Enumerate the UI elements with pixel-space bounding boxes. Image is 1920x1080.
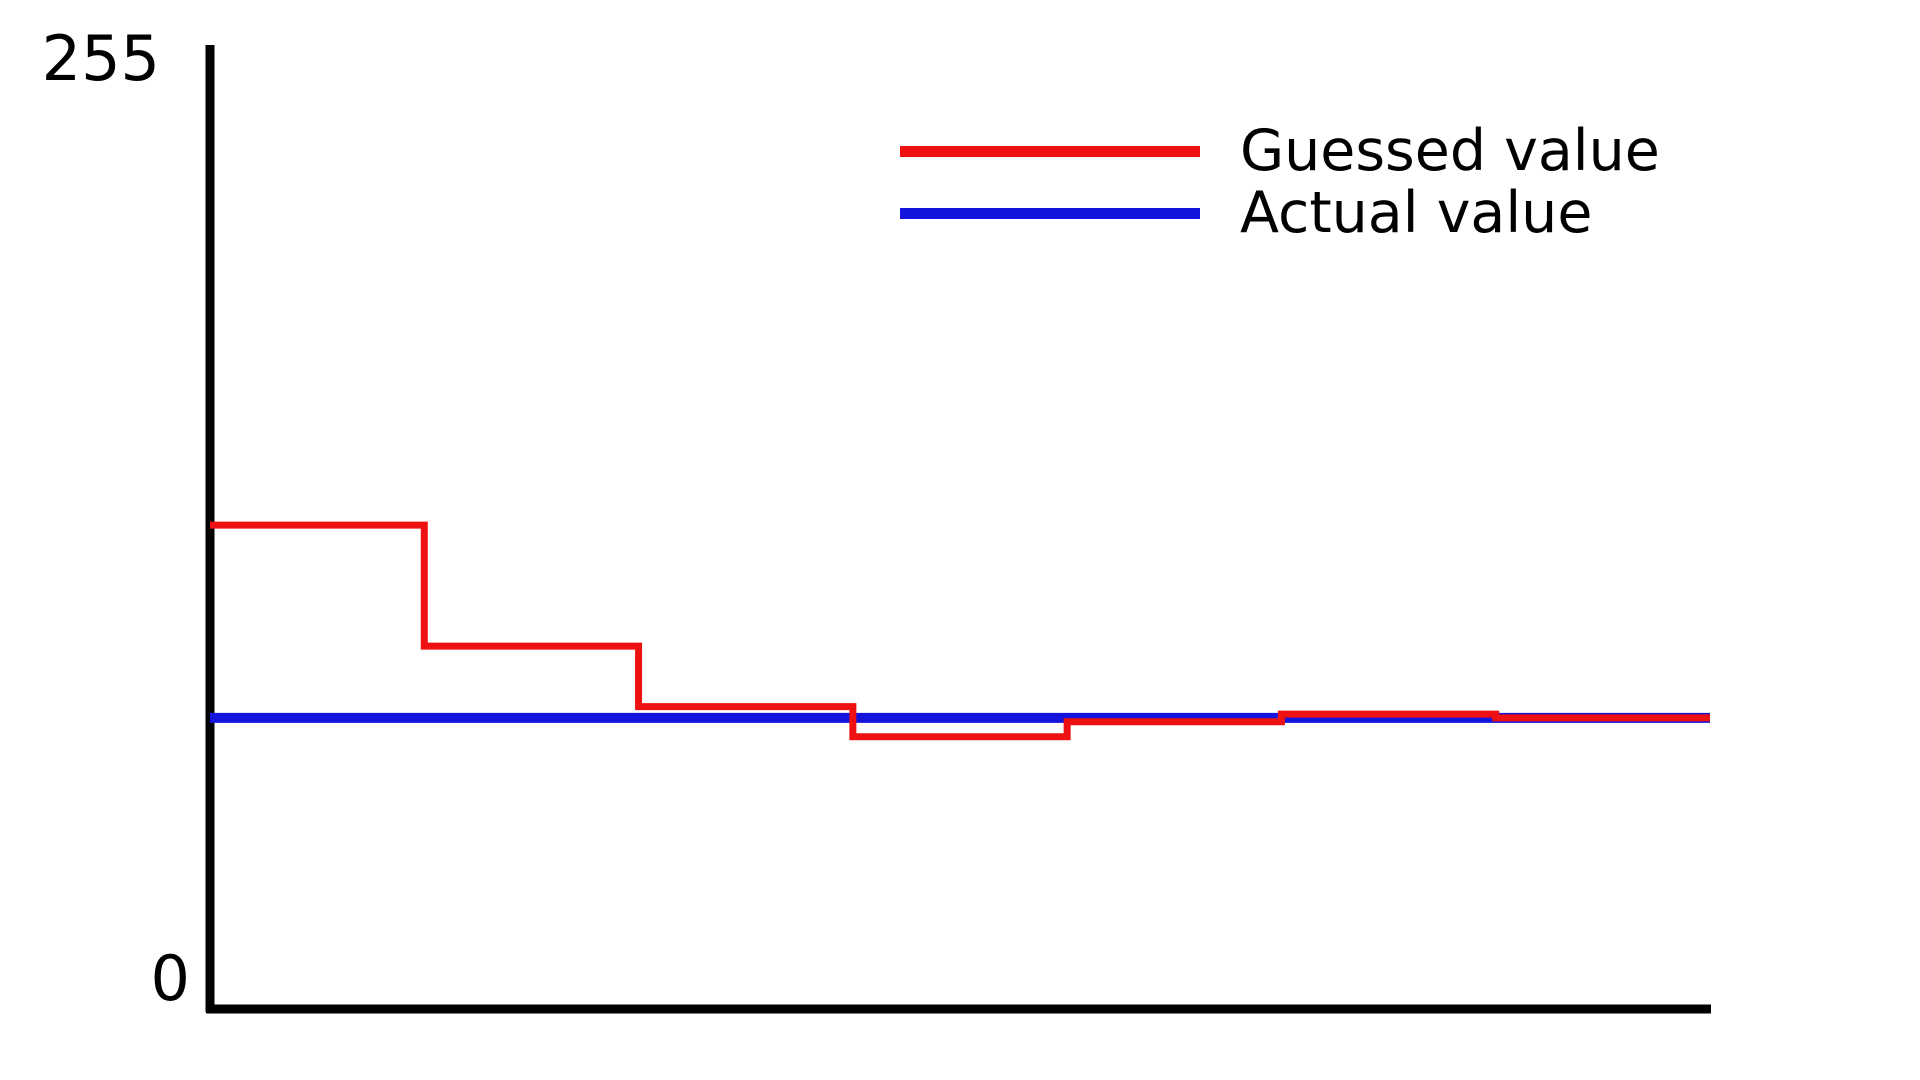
legend-label-actual: Actual value xyxy=(1240,179,1593,246)
legend-label-guessed: Guessed value xyxy=(1240,117,1660,184)
legend-color-swatch-guessed xyxy=(900,145,1200,157)
legend-item-guessed-value: Guessed value xyxy=(900,120,1660,182)
y-axis-max-tick-label: 255 xyxy=(41,22,160,95)
y-axis-min-tick-label: 0 xyxy=(150,942,190,1015)
series-line-guessed-value xyxy=(210,521,1710,741)
legend-item-actual-value: Actual value xyxy=(900,182,1592,244)
chart-legend: Guessed value Actual value xyxy=(900,120,1660,244)
legend-color-swatch-actual xyxy=(900,207,1200,219)
